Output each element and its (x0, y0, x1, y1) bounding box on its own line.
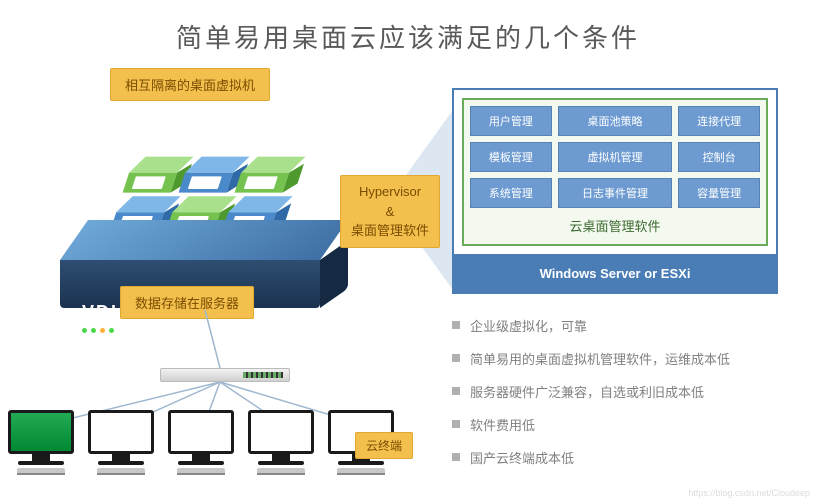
mgmt-stack-panel: 用户管理桌面池策略连接代理模板管理虚拟机管理控制台系统管理日志事件管理容量管理 … (452, 88, 778, 294)
mgmt-module: 连接代理 (678, 106, 760, 136)
mgmt-module: 控制台 (678, 142, 760, 172)
vm-cube (235, 157, 295, 193)
vm-cube (179, 157, 239, 193)
vm-cube (123, 157, 183, 193)
feature-bullet: 服务器硬件广泛兼容，自选或利旧成本低 (452, 382, 792, 401)
terminal (165, 410, 237, 475)
label-vms: 相互隔离的桌面虚拟机 (110, 68, 270, 101)
feature-bullet: 软件费用低 (452, 415, 792, 434)
mgmt-title: 云桌面管理软件 (470, 208, 760, 237)
hyper-line3: 桌面管理软件 (351, 221, 429, 241)
label-terminal: 云终端 (355, 432, 413, 459)
feature-bullet: 企业级虚拟化，可靠 (452, 316, 792, 335)
mgmt-module: 虚拟机管理 (558, 142, 672, 172)
infrastructure-diagram: 相互隔离的桌面虚拟机 VDI Hypervisor & 桌面管理软件 数据存储在… (40, 80, 390, 480)
mgmt-module: 模板管理 (470, 142, 552, 172)
mgmt-module: 系统管理 (470, 178, 552, 208)
feature-bullets: 企业级虚拟化，可靠简单易用的桌面虚拟机管理软件，运维成本低服务器硬件广泛兼容，自… (452, 316, 792, 481)
hyper-line1: Hypervisor (351, 182, 429, 202)
terminal (245, 410, 317, 475)
mgmt-module: 日志事件管理 (558, 178, 672, 208)
hypervisor-bar: Windows Server or ESXi (454, 254, 776, 292)
page-title: 简单易用桌面云应该满足的几个条件 (0, 0, 816, 55)
label-hypervisor: Hypervisor & 桌面管理软件 (340, 175, 440, 248)
module-grid: 用户管理桌面池策略连接代理模板管理虚拟机管理控制台系统管理日志事件管理容量管理 (470, 106, 760, 208)
mgmt-module: 用户管理 (470, 106, 552, 136)
label-storage: 数据存储在服务器 (120, 286, 254, 319)
hyper-line2: & (351, 202, 429, 222)
mgmt-software-box: 用户管理桌面池策略连接代理模板管理虚拟机管理控制台系统管理日志事件管理容量管理 … (462, 98, 768, 246)
feature-bullet: 国产云终端成本低 (452, 448, 792, 467)
watermark: https://blog.csdn.net/Cloudeep (688, 488, 810, 498)
mgmt-module: 桌面池策略 (558, 106, 672, 136)
terminal (5, 410, 77, 475)
vdi-label: VDI (82, 302, 118, 323)
feature-bullet: 简单易用的桌面虚拟机管理软件，运维成本低 (452, 349, 792, 368)
network-switch (160, 368, 290, 382)
terminal (85, 410, 157, 475)
terminals-row (5, 410, 397, 475)
mgmt-module: 容量管理 (678, 178, 760, 208)
